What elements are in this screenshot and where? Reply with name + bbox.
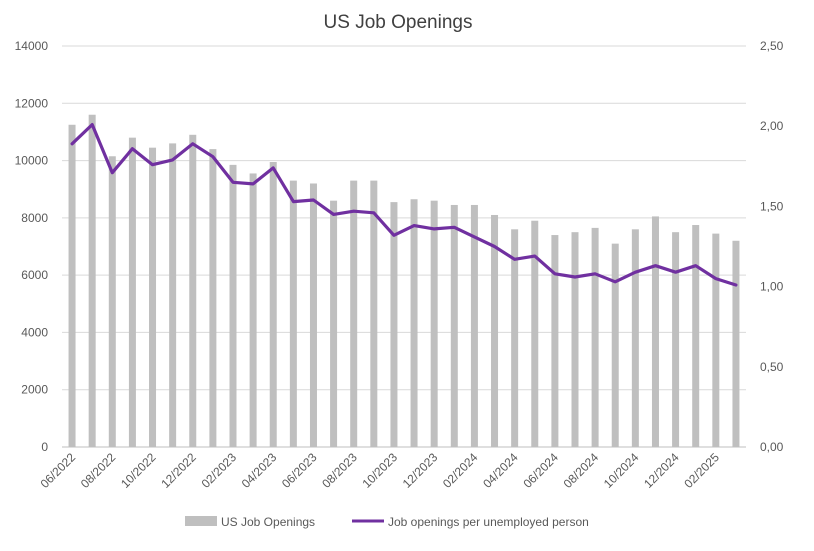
bar (249, 173, 257, 448)
bar (491, 214, 499, 447)
y-left-tick-label: 2000 (21, 383, 48, 397)
legend: US Job Openings Job openings per unemplo… (185, 515, 589, 529)
y-left-tick-label: 4000 (21, 325, 48, 339)
x-tick-label: 08/2023 (319, 450, 360, 491)
bar (611, 243, 619, 447)
chart-title: US Job Openings (324, 12, 473, 33)
x-tick-label: 12/2022 (158, 450, 199, 491)
y-axis-right: 0,00 0,50 1,00 1,50 2,00 2,50 (760, 39, 784, 454)
bar (390, 202, 398, 447)
x-tick-label: 12/2024 (641, 450, 682, 491)
bar (370, 180, 378, 447)
x-axis: 06/2022 08/2022 10/2022 12/2022 02/2023 04/20… (38, 450, 723, 491)
y-right-tick-label: 0,50 (760, 360, 784, 374)
bar (269, 162, 277, 447)
x-tick-label: 06/2023 (279, 450, 320, 491)
x-tick-label: 10/2023 (359, 450, 400, 491)
y-left-tick-label: 12000 (15, 96, 49, 110)
y-right-tick-label: 1,00 (760, 280, 784, 294)
bar (651, 216, 659, 447)
y-left-tick-label: 8000 (21, 211, 48, 225)
x-tick-label: 04/2023 (239, 450, 280, 491)
x-tick-label: 06/2024 (520, 450, 561, 491)
bar (108, 156, 116, 447)
x-tick-label: 02/2024 (440, 450, 481, 491)
x-tick-label: 04/2024 (480, 450, 521, 491)
bar (732, 240, 740, 447)
y-left-tick-label: 14000 (15, 39, 49, 53)
bar (410, 199, 418, 447)
bar (511, 229, 519, 447)
x-tick-label: 06/2022 (38, 450, 79, 491)
bar (692, 225, 700, 447)
x-tick-label: 12/2023 (400, 450, 441, 491)
series-line (70, 122, 738, 287)
y-left-tick-label: 6000 (21, 268, 48, 282)
x-tick-label: 08/2024 (561, 450, 602, 491)
y-left-tick-label: 0 (41, 440, 48, 454)
bar (330, 200, 338, 447)
line-series-openings-per-unemployed (70, 122, 738, 287)
bar (470, 204, 478, 447)
y-right-tick-label: 1,50 (760, 199, 784, 213)
legend-label-job-openings: US Job Openings (221, 515, 315, 529)
y-left-tick-label: 10000 (15, 154, 49, 168)
bar (309, 183, 317, 447)
bar (149, 147, 157, 448)
bar (229, 164, 237, 447)
bar (450, 204, 458, 447)
bar (430, 200, 438, 447)
y-right-tick-label: 0,00 (760, 440, 784, 454)
x-tick-label: 10/2022 (118, 450, 159, 491)
bar (68, 124, 76, 448)
x-tick-label: 02/2023 (199, 450, 240, 491)
bar (128, 137, 136, 447)
bar (712, 233, 720, 447)
bar (551, 235, 559, 447)
bar (591, 227, 599, 447)
bar (289, 180, 297, 447)
x-tick-label: 02/2025 (681, 450, 722, 491)
gridlines (62, 45, 746, 448)
y-axis-left: 0 2000 4000 6000 8000 10000 12000 14000 (15, 39, 49, 454)
x-tick-label: 08/2022 (78, 450, 119, 491)
bar (169, 143, 177, 447)
y-right-tick-label: 2,50 (760, 39, 784, 53)
bar (209, 149, 217, 447)
bar (350, 180, 358, 447)
x-tick-label: 10/2024 (601, 450, 642, 491)
bar (571, 232, 579, 447)
bar (189, 134, 197, 448)
y-right-tick-label: 2,00 (760, 119, 784, 133)
bar-series-job-openings (68, 114, 740, 448)
legend-label-openings-per-unemployed: Job openings per unemployed person (388, 515, 589, 529)
bar (531, 220, 539, 447)
bar (672, 232, 680, 447)
bar (88, 114, 96, 447)
legend-swatch-job-openings (185, 516, 217, 526)
bar (631, 229, 639, 447)
